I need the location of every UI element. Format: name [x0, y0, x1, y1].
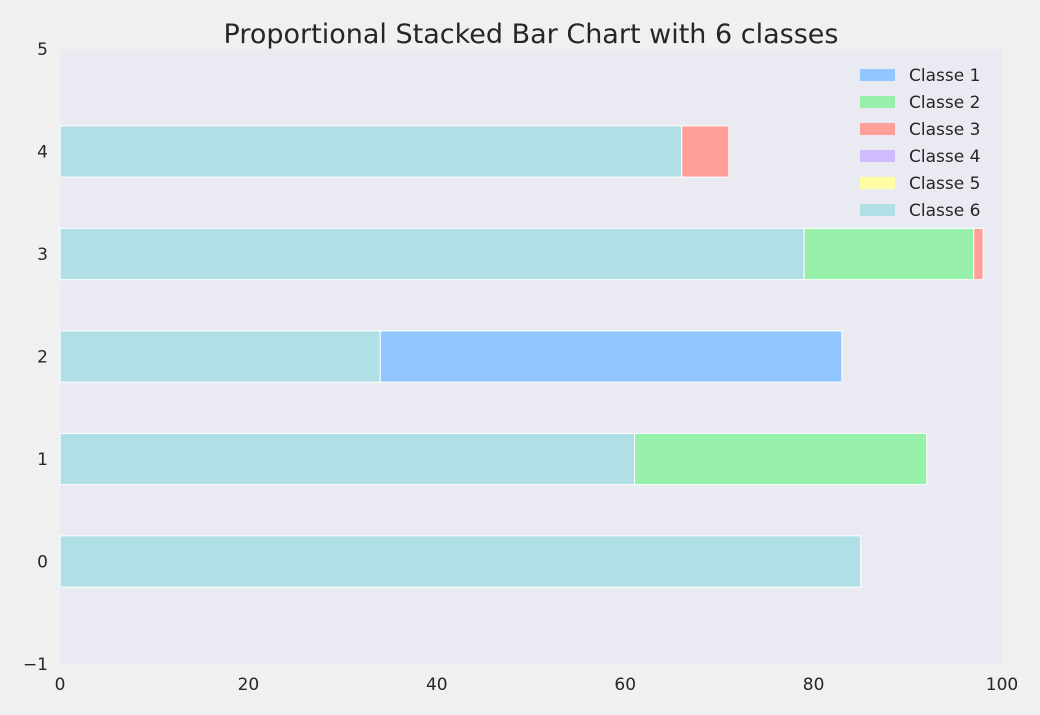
y-tick-label: 0 — [37, 553, 48, 573]
y-tick-label: 3 — [37, 245, 48, 265]
bar-classe-3-row-4 — [681, 125, 730, 178]
y-axis-ticks: −1 0 1 2 3 4 5 — [23, 40, 48, 675]
x-tick-label: 40 — [426, 675, 448, 695]
legend-label: Classe 5 — [909, 174, 980, 194]
bar-classe-2-row-1 — [634, 432, 928, 486]
x-tick-label: 80 — [803, 675, 825, 695]
y-tick-label: 2 — [37, 348, 48, 368]
legend-swatch — [860, 123, 895, 135]
bar-classe-6-row-2 — [59, 330, 381, 383]
y-tick-label: −1 — [23, 655, 48, 675]
bar-classe-6-row-4 — [59, 125, 683, 178]
legend-label: Classe 6 — [909, 201, 980, 221]
legend: Classe 1 Classe 2 Classe 3 Classe 4 Classe 5… — [860, 66, 980, 221]
x-tick-label: 60 — [614, 675, 636, 695]
y-tick-label: 5 — [37, 40, 48, 60]
legend-swatch — [860, 150, 895, 162]
x-tick-label: 20 — [238, 675, 260, 695]
bar-classe-6-row-3 — [59, 227, 805, 281]
y-tick-label: 4 — [37, 143, 48, 163]
x-axis-ticks: 0 20 40 60 80 100 — [55, 675, 1019, 695]
legend-swatch — [860, 204, 895, 216]
legend-swatch — [860, 96, 895, 108]
bar-classe-3-row-3 — [973, 227, 984, 281]
bar-classe-1-row-2 — [379, 330, 843, 383]
legend-swatch — [860, 69, 895, 81]
bar-classe-6-row-0 — [59, 535, 862, 588]
x-tick-label: 100 — [986, 675, 1018, 695]
y-tick-label: 1 — [37, 450, 48, 470]
legend-label: Classe 4 — [909, 147, 980, 167]
bar-classe-2-row-3 — [803, 227, 975, 281]
bars-layer — [59, 125, 984, 588]
chart-title: Proportional Stacked Bar Chart with 6 cl… — [224, 19, 839, 50]
legend-label: Classe 2 — [909, 93, 980, 113]
legend-label: Classe 1 — [909, 66, 980, 86]
legend-swatch — [860, 177, 895, 189]
bar-classe-6-row-1 — [59, 432, 636, 486]
legend-label: Classe 3 — [909, 120, 980, 140]
x-tick-label: 0 — [55, 675, 66, 695]
